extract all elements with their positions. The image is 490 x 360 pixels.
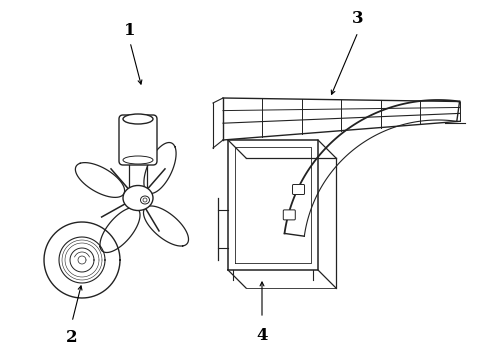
Ellipse shape xyxy=(123,185,153,211)
Text: 1: 1 xyxy=(124,22,136,39)
Text: 4: 4 xyxy=(256,327,268,343)
Ellipse shape xyxy=(143,198,147,202)
FancyBboxPatch shape xyxy=(119,115,157,165)
FancyBboxPatch shape xyxy=(293,184,304,194)
Text: 3: 3 xyxy=(352,9,364,27)
Ellipse shape xyxy=(141,196,149,204)
Text: 2: 2 xyxy=(66,329,78,346)
FancyBboxPatch shape xyxy=(283,210,295,220)
Ellipse shape xyxy=(123,156,153,164)
Ellipse shape xyxy=(123,114,153,124)
